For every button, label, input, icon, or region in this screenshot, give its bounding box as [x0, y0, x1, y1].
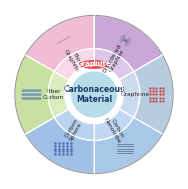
- Wedge shape: [48, 72, 69, 117]
- Text: Thin
Graphite: Thin Graphite: [63, 45, 85, 73]
- Text: Carbon
Sphere: Carbon Sphere: [64, 118, 84, 142]
- Text: Carbon
Nanotube: Carbon Nanotube: [102, 115, 126, 145]
- Text: Graphite: Graphite: [77, 61, 111, 67]
- Text: Carbonaceous
Material: Carbonaceous Material: [63, 85, 125, 104]
- Circle shape: [70, 71, 118, 118]
- Wedge shape: [54, 109, 94, 140]
- Wedge shape: [94, 15, 162, 72]
- Wedge shape: [94, 109, 134, 140]
- Text: Fiber
Carbon: Fiber Carbon: [43, 89, 64, 100]
- Wedge shape: [26, 117, 94, 174]
- FancyBboxPatch shape: [22, 89, 41, 92]
- Wedge shape: [94, 49, 134, 80]
- Wedge shape: [15, 55, 54, 134]
- Wedge shape: [94, 117, 162, 174]
- Wedge shape: [26, 15, 94, 72]
- FancyBboxPatch shape: [22, 97, 41, 100]
- FancyBboxPatch shape: [22, 93, 41, 96]
- Text: Graphene: Graphene: [120, 92, 149, 97]
- Wedge shape: [54, 49, 94, 80]
- Text: Disordered
Graphite: Disordered Graphite: [102, 43, 127, 76]
- Wedge shape: [134, 55, 173, 134]
- Ellipse shape: [79, 60, 109, 69]
- Wedge shape: [119, 72, 140, 117]
